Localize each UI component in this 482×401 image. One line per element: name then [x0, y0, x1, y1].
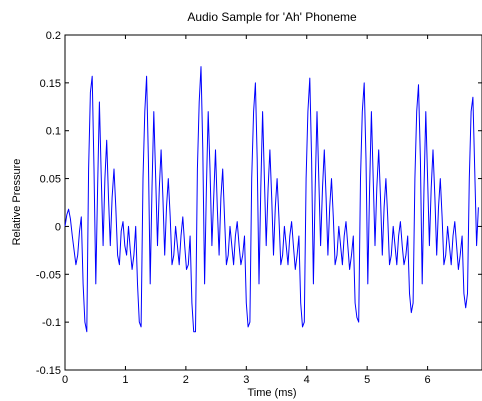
x-tick-label: 0	[62, 374, 68, 386]
y-tick-label: 0.2	[46, 30, 61, 42]
y-tick-label: -0.1	[42, 317, 61, 329]
x-tick-label: 5	[364, 374, 370, 386]
chart-title: Audio Sample for 'Ah' Phoneme	[187, 10, 357, 24]
waveform-line	[64, 66, 479, 333]
x-tick-label: 3	[243, 374, 249, 386]
y-tick-label: -0.15	[36, 365, 61, 377]
y-axis-label: Relative Pressure	[11, 159, 23, 246]
x-axis-label: Time (ms)	[247, 387, 296, 399]
y-tick-label: 0.15	[40, 78, 61, 90]
y-tick-label: 0	[55, 221, 61, 233]
x-tick-label: 4	[304, 374, 310, 386]
y-tick-label: 0.1	[46, 126, 61, 138]
data-layer	[64, 66, 479, 333]
x-tick-label: 6	[425, 374, 431, 386]
axis-ticks: 0 1 2 3 4 5 6 -0.15 -0.1 -0.05 0 0.05 0.1 0.15 0.2	[36, 30, 482, 386]
y-tick-label: -0.05	[36, 269, 61, 281]
plot-area	[64, 34, 482, 371]
x-tick-label: 1	[122, 374, 128, 386]
x-tick-label: 2	[183, 374, 189, 386]
y-tick-label: 0.05	[40, 174, 61, 186]
